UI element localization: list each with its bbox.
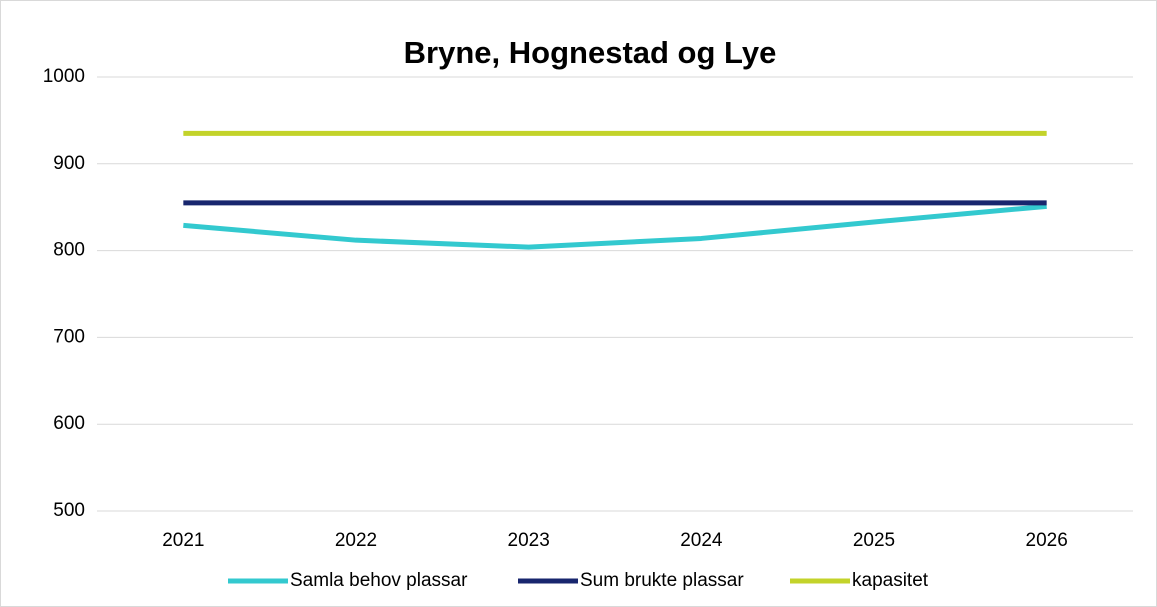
x-tick-label: 2026	[1026, 530, 1068, 551]
y-tick-label: 500	[53, 500, 85, 521]
chart-title: Bryne, Hognestad og Lye	[404, 35, 777, 70]
x-tick-label: 2025	[853, 530, 895, 551]
x-tick-label: 2021	[162, 530, 204, 551]
y-tick-label: 700	[53, 326, 85, 347]
x-tick-label: 2024	[680, 530, 723, 551]
x-tick-label: 2022	[335, 530, 377, 551]
x-tick-label: 2023	[508, 530, 550, 551]
legend-label: kapasitet	[852, 570, 929, 591]
legend-label: Sum brukte plassar	[580, 570, 744, 591]
line-series	[183, 203, 1047, 250]
legend-label: Samla behov plassar	[290, 570, 468, 591]
y-tick-label: 800	[53, 240, 85, 261]
y-tick-label: 900	[53, 153, 85, 174]
y-tick-label: 600	[53, 413, 85, 434]
y-tick-label: 1000	[43, 66, 85, 87]
